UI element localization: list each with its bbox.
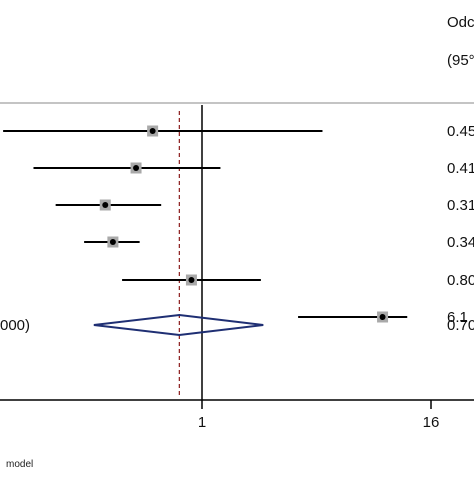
point-estimate (379, 314, 386, 320)
plot-marks: 0.45 0.41 0.31 0.34 0.80 6.1 000) 0.70 1 16 (0, 105, 474, 431)
study-estimate-label: 0.80 (447, 272, 474, 289)
point-estimate (102, 202, 109, 208)
study-estimate-label: 6.1 (447, 309, 468, 326)
header-line-1: Odc (447, 14, 474, 31)
footnote: model (6, 459, 33, 470)
point-estimate (149, 128, 156, 134)
point-estimate (109, 239, 116, 245)
study-estimate-label: 0.41 (447, 160, 474, 177)
point-estimate (133, 165, 140, 171)
study-estimate-label: 0.45 (447, 123, 474, 140)
pooled-estimate-label: 0.70 (447, 317, 474, 334)
header-line-2: (95° (447, 52, 474, 69)
study-estimate-label: 0.31 (447, 197, 474, 214)
pooled-diamond (93, 313, 264, 337)
pooled-row-label: 000) (0, 317, 30, 334)
x-tick-label: 1 (198, 414, 206, 431)
study-estimate-label: 0.34 (447, 234, 474, 251)
x-tick-label: 16 (423, 414, 440, 431)
point-estimate (188, 277, 195, 283)
